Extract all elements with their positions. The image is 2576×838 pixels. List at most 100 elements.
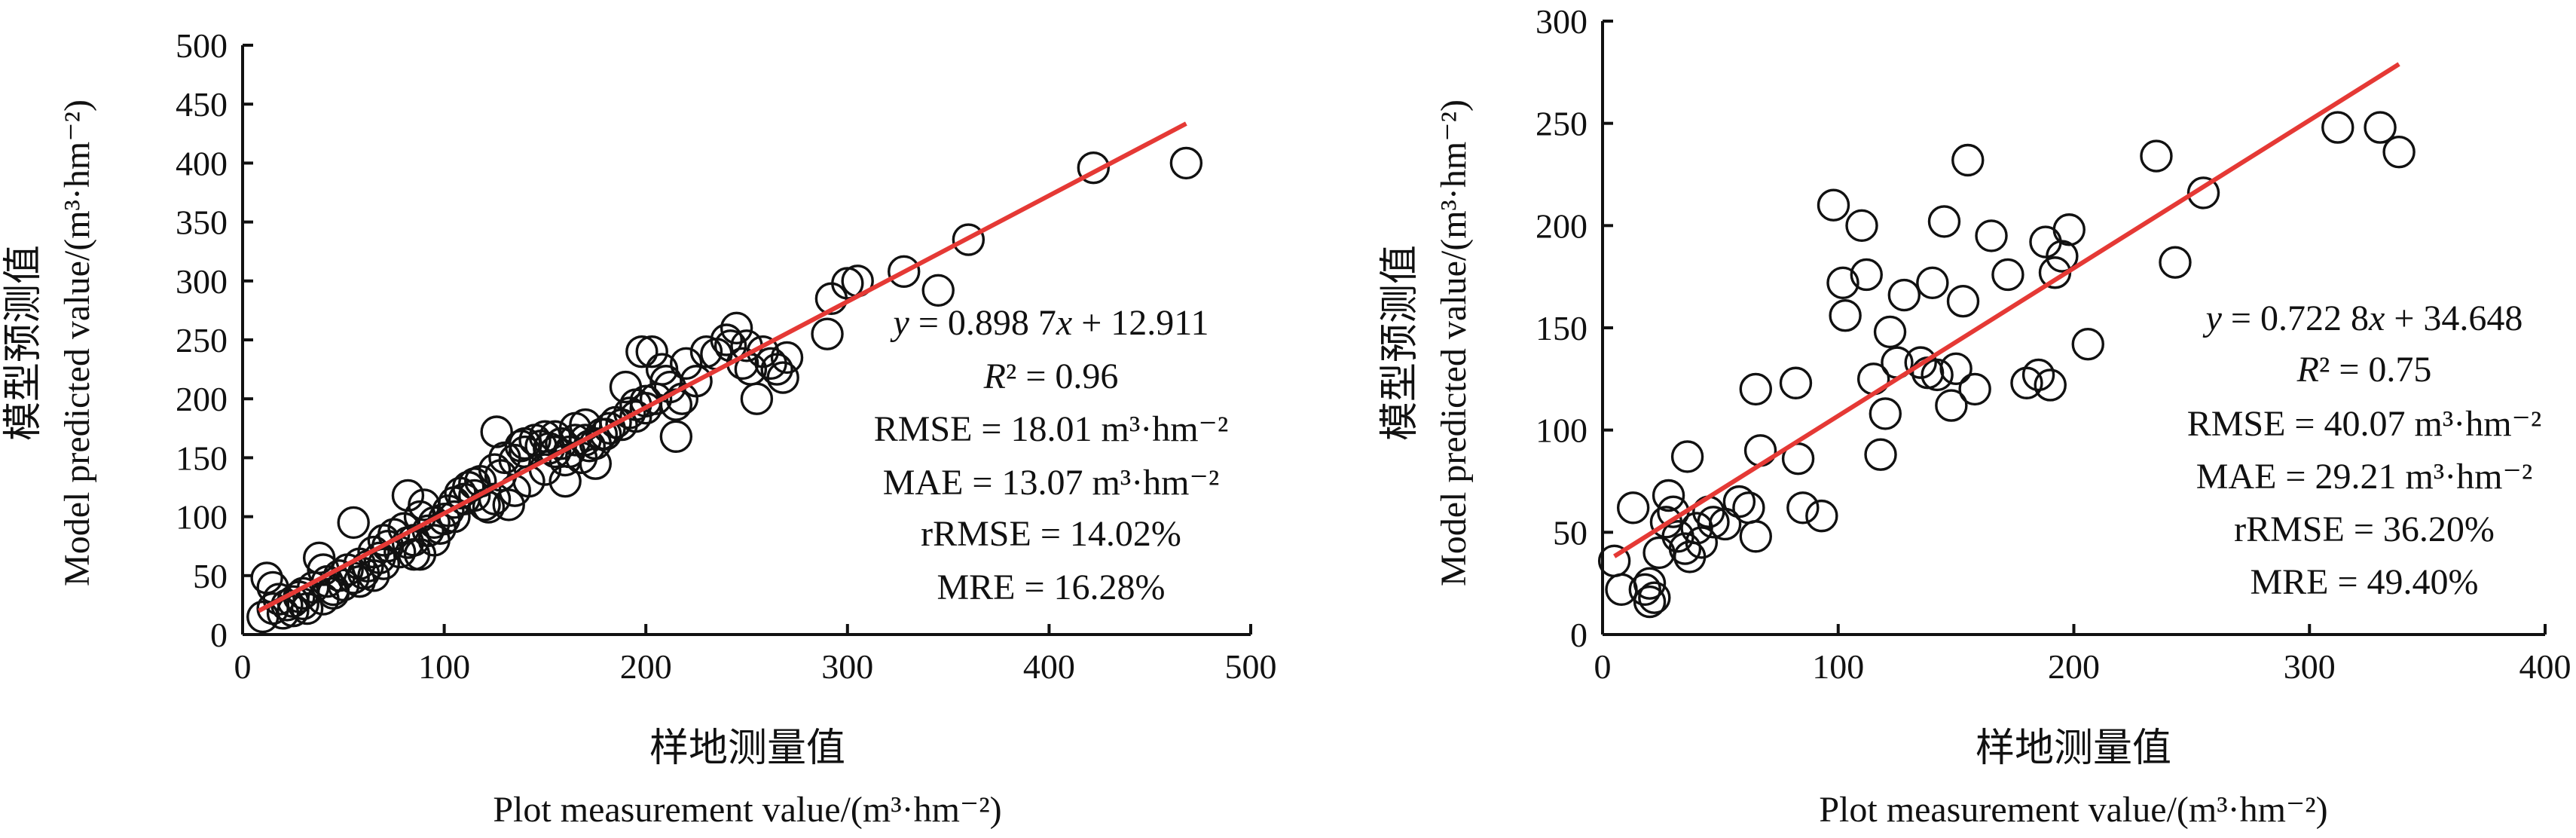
left-x-tick-label: 400 — [1023, 647, 1075, 686]
left-x-tick-label: 300 — [821, 647, 873, 686]
left-data-point — [619, 399, 652, 433]
right-axis-ticks: 0 100 200 300 400 0 50 100 150 200 250 300 — [1536, 2, 2571, 686]
left-x-tick-label: 500 — [1225, 647, 1277, 686]
right-x-tick-label: 200 — [2048, 647, 2100, 686]
right-data-point — [1946, 285, 1980, 318]
right-data-point — [1873, 315, 1907, 349]
left-data-point — [343, 564, 376, 598]
left-y-tick-label: 150 — [176, 439, 228, 477]
right-data-point — [1697, 506, 1730, 539]
right-data-point — [1680, 512, 1713, 545]
right-data-point — [1722, 485, 1756, 518]
left-data-point — [635, 335, 668, 369]
right-r2: R² = 0.75 — [2296, 350, 2432, 390]
right-data-points — [1597, 111, 2416, 619]
right-data-point — [1805, 499, 1838, 533]
right-y-tick-label: 300 — [1536, 2, 1587, 41]
left-equation: y = 0.898 7x + 12.911 — [890, 303, 1209, 343]
right-data-point — [1951, 143, 1985, 177]
left-data-point — [504, 430, 537, 463]
right-data-point — [1939, 352, 1972, 385]
right-data-point — [1743, 434, 1777, 467]
right-data-point — [1864, 438, 1897, 471]
right-data-point — [1605, 573, 1638, 607]
left-y-tick-label: 500 — [176, 26, 228, 65]
right-data-point — [1668, 532, 1702, 565]
left-data-point — [770, 341, 804, 375]
right-data-point — [1975, 219, 2008, 252]
right-rrmse: rRMSE = 36.20% — [2234, 509, 2495, 549]
right-data-point — [1633, 585, 1667, 619]
left-xlabel-en: Plot measurement value/(m³·hm⁻²) — [493, 790, 1001, 830]
left-data-point — [921, 274, 955, 307]
right-data-point — [1638, 581, 1671, 614]
left-data-point — [659, 420, 693, 453]
right-data-point — [1904, 346, 1937, 379]
left-data-point — [492, 488, 525, 521]
right-x-tick-label: 100 — [1812, 647, 1864, 686]
left-data-point — [740, 382, 774, 415]
left-data-point — [357, 535, 390, 569]
left-data-point — [1077, 151, 1110, 185]
left-x-tick-label: 100 — [418, 647, 470, 686]
right-mre: MRE = 49.40% — [2250, 562, 2478, 602]
left-y-tick-label: 100 — [176, 498, 228, 537]
left-data-point — [1169, 146, 1203, 180]
right-data-point — [1887, 278, 1921, 312]
right-data-point — [2021, 358, 2055, 392]
left-data-point — [760, 353, 793, 386]
left-ylabel-cn: 模型预测值 — [1, 245, 46, 441]
right-data-point — [1850, 258, 1883, 292]
left-data-point — [363, 541, 396, 575]
left-y-tick-label: 300 — [176, 262, 228, 301]
left-data-point — [290, 592, 324, 625]
right-fit-line — [1613, 62, 2400, 558]
left-data-point — [659, 388, 693, 421]
right-xlabel-cn: 样地测量值 — [1976, 726, 2171, 771]
left-fit-line — [258, 121, 1187, 613]
right-y-tick-label: 50 — [1553, 513, 1587, 552]
left-y-tick-label: 0 — [210, 616, 228, 654]
right-xlabel-en: Plot measurement value/(m³·hm⁻²) — [1819, 790, 2327, 830]
right-data-point — [2364, 111, 2397, 144]
right-rmse: RMSE = 40.07 m³·hm⁻² — [2187, 404, 2542, 444]
right-data-point — [1991, 258, 2024, 292]
left-y-tick-label: 200 — [176, 380, 228, 418]
left-data-point — [417, 524, 451, 557]
right-data-point — [2071, 328, 2104, 361]
left-data-point — [508, 427, 542, 460]
left-data-point — [680, 365, 713, 398]
left-y-tick-label: 400 — [176, 144, 228, 182]
right-ylabel-en: Model predicted value/(m³·hm⁻²) — [1434, 99, 1474, 586]
left-data-point — [888, 255, 921, 288]
left-y-tick-label: 250 — [176, 321, 228, 359]
right-data-point — [2052, 213, 2086, 246]
right-x-tick-label: 0 — [1594, 647, 1612, 686]
left-y-tick-label: 350 — [176, 203, 228, 242]
left-x-tick-label: 0 — [234, 647, 252, 686]
left-y-tick-label: 450 — [176, 85, 228, 124]
right-data-point — [1869, 397, 1902, 430]
right-data-point — [1779, 366, 1813, 399]
right-data-point — [1826, 266, 1859, 300]
left-data-point — [811, 317, 844, 350]
right-data-point — [1817, 188, 1850, 222]
right-data-point — [1685, 526, 1719, 559]
right-mae: MAE = 29.21 m³·hm⁻² — [2196, 457, 2533, 497]
right-chart: 0 100 200 300 400 0 50 100 150 200 250 300 模型预测值 Mo… — [1377, 2, 2571, 830]
left-data-point — [250, 561, 283, 595]
left-data-point — [539, 435, 572, 469]
right-data-point — [1927, 205, 1961, 238]
right-data-point — [1786, 491, 1820, 525]
right-stats: y = 0.722 8x + 34.648 R² = 0.75 RMSE = 4… — [2187, 298, 2542, 602]
right-y-tick-label: 200 — [1536, 206, 1587, 245]
right-data-point — [2321, 111, 2354, 144]
left-mre: MRE = 16.28% — [937, 567, 1165, 607]
right-data-point — [1845, 209, 1878, 243]
right-data-point — [1652, 479, 1685, 512]
right-data-point — [1732, 491, 1765, 525]
right-y-tick-label: 0 — [1570, 616, 1587, 654]
right-data-point — [1829, 299, 1862, 332]
left-data-point — [432, 494, 465, 528]
right-data-point — [1739, 520, 1772, 553]
